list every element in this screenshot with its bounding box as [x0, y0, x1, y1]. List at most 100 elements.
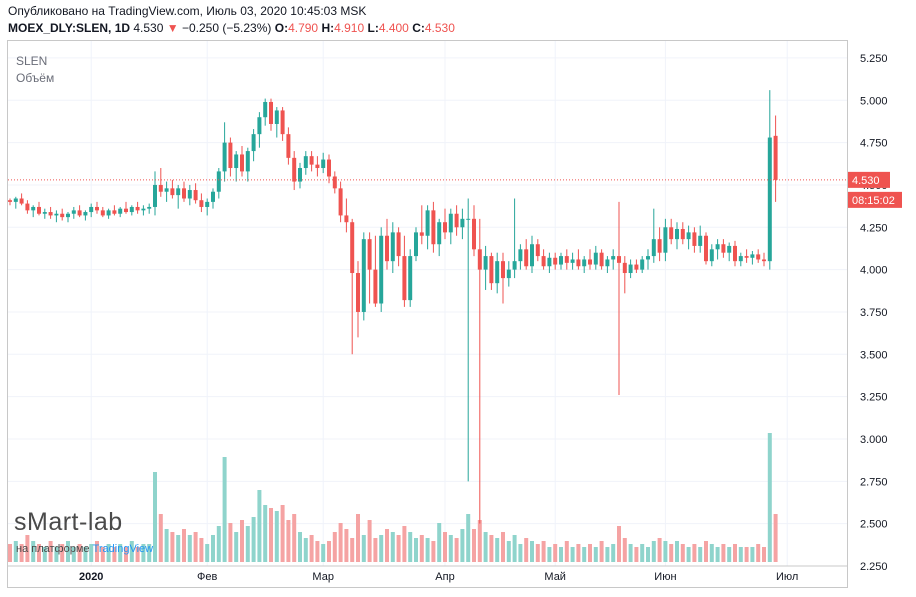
- candle-body[interactable]: [582, 259, 587, 267]
- candle-body[interactable]: [112, 210, 117, 214]
- candle-body[interactable]: [773, 135, 778, 180]
- candle-body[interactable]: [524, 249, 529, 267]
- candle-body[interactable]: [733, 245, 737, 262]
- candle-body[interactable]: [454, 213, 459, 228]
- candle-body[interactable]: [205, 201, 210, 207]
- candle-body[interactable]: [106, 210, 111, 216]
- candle-body[interactable]: [466, 218, 471, 220]
- candle-body[interactable]: [71, 210, 76, 214]
- candle-body[interactable]: [193, 190, 198, 201]
- candle-body[interactable]: [675, 228, 679, 240]
- candle-body[interactable]: [750, 254, 755, 258]
- candle-body[interactable]: [646, 256, 650, 260]
- candle-body[interactable]: [60, 213, 65, 218]
- candle-body[interactable]: [721, 244, 726, 253]
- candle-body[interactable]: [564, 256, 569, 263]
- candle-body[interactable]: [222, 142, 227, 172]
- candle-body[interactable]: [443, 222, 447, 233]
- candle-body[interactable]: [286, 134, 291, 158]
- candle-body[interactable]: [617, 256, 621, 263]
- candle-body[interactable]: [767, 137, 772, 262]
- candle-body[interactable]: [657, 239, 662, 253]
- candle-body[interactable]: [332, 176, 337, 189]
- candle-body[interactable]: [48, 212, 53, 216]
- candle-body[interactable]: [298, 168, 302, 182]
- candle-body[interactable]: [257, 117, 262, 135]
- series-legend-symbol[interactable]: SLEN: [16, 54, 48, 68]
- candle-body[interactable]: [280, 110, 285, 135]
- candle-body[interactable]: [611, 256, 616, 260]
- candle-body[interactable]: [367, 239, 372, 270]
- candle-body[interactable]: [663, 227, 668, 253]
- candle-body[interactable]: [390, 232, 395, 262]
- candle-body[interactable]: [634, 264, 639, 270]
- candle-body[interactable]: [448, 213, 453, 233]
- candle-body[interactable]: [164, 188, 169, 192]
- candle-body[interactable]: [576, 259, 581, 267]
- candle-body[interactable]: [95, 206, 99, 211]
- candle-body[interactable]: [321, 159, 326, 169]
- candle-body[interactable]: [715, 244, 720, 250]
- candle-body[interactable]: [709, 249, 714, 262]
- candle-body[interactable]: [483, 256, 488, 270]
- candle-body[interactable]: [512, 261, 517, 270]
- candle-body[interactable]: [274, 110, 279, 124]
- candle-body[interactable]: [477, 249, 482, 270]
- candle-body[interactable]: [669, 227, 674, 240]
- candle-body[interactable]: [315, 164, 320, 169]
- candle-body[interactable]: [402, 256, 407, 301]
- candle-body[interactable]: [309, 156, 314, 165]
- candle-body[interactable]: [182, 188, 186, 199]
- candle-body[interactable]: [118, 208, 123, 214]
- candle-body[interactable]: [756, 254, 761, 260]
- candle-body[interactable]: [593, 252, 598, 265]
- candle-body[interactable]: [588, 259, 592, 265]
- candle-body[interactable]: [704, 235, 708, 262]
- candle-body[interactable]: [83, 212, 88, 216]
- candle-body[interactable]: [425, 210, 430, 236]
- candle-body[interactable]: [431, 210, 436, 245]
- candle-body[interactable]: [686, 232, 691, 240]
- candle-body[interactable]: [338, 188, 343, 216]
- candle-body[interactable]: [187, 190, 192, 199]
- candle-body[interactable]: [228, 142, 233, 169]
- candle-body[interactable]: [419, 232, 424, 236]
- candle-body[interactable]: [553, 257, 558, 265]
- candle-body[interactable]: [472, 218, 476, 250]
- candle-body[interactable]: [100, 210, 105, 216]
- candle-body[interactable]: [124, 208, 128, 213]
- candle-body[interactable]: [263, 101, 268, 118]
- candle-body[interactable]: [344, 215, 349, 223]
- candle-body[interactable]: [506, 269, 511, 279]
- candle-body[interactable]: [599, 252, 604, 267]
- candle-body[interactable]: [541, 256, 546, 267]
- candle-body[interactable]: [414, 232, 418, 257]
- candle-body[interactable]: [622, 262, 627, 274]
- candle-body[interactable]: [356, 273, 360, 312]
- candle-body[interactable]: [54, 213, 59, 216]
- candle-body[interactable]: [385, 235, 389, 262]
- candle-body[interactable]: [437, 222, 442, 245]
- candle-body[interactable]: [176, 188, 181, 196]
- candle-body[interactable]: [234, 154, 239, 169]
- candle-body[interactable]: [547, 257, 552, 267]
- candle-body[interactable]: [170, 188, 175, 196]
- candle-body[interactable]: [19, 198, 24, 204]
- symbol-label[interactable]: MOEX_DLY:SLEN, 1D: [8, 21, 131, 35]
- candle-body[interactable]: [680, 228, 685, 240]
- candle-body[interactable]: [692, 232, 697, 246]
- candle-body[interactable]: [350, 222, 355, 274]
- candle-body[interactable]: [738, 256, 743, 262]
- candle-body[interactable]: [408, 256, 413, 301]
- candle-body[interactable]: [245, 151, 250, 172]
- candle-body[interactable]: [379, 235, 384, 304]
- candle-body[interactable]: [373, 269, 378, 304]
- candle-body[interactable]: [530, 244, 534, 267]
- candle-body[interactable]: [396, 232, 401, 257]
- candle-body[interactable]: [727, 245, 732, 253]
- candle-body[interactable]: [31, 206, 36, 211]
- candle-body[interactable]: [199, 200, 204, 207]
- candle-body[interactable]: [570, 259, 575, 263]
- candle-body[interactable]: [25, 203, 30, 211]
